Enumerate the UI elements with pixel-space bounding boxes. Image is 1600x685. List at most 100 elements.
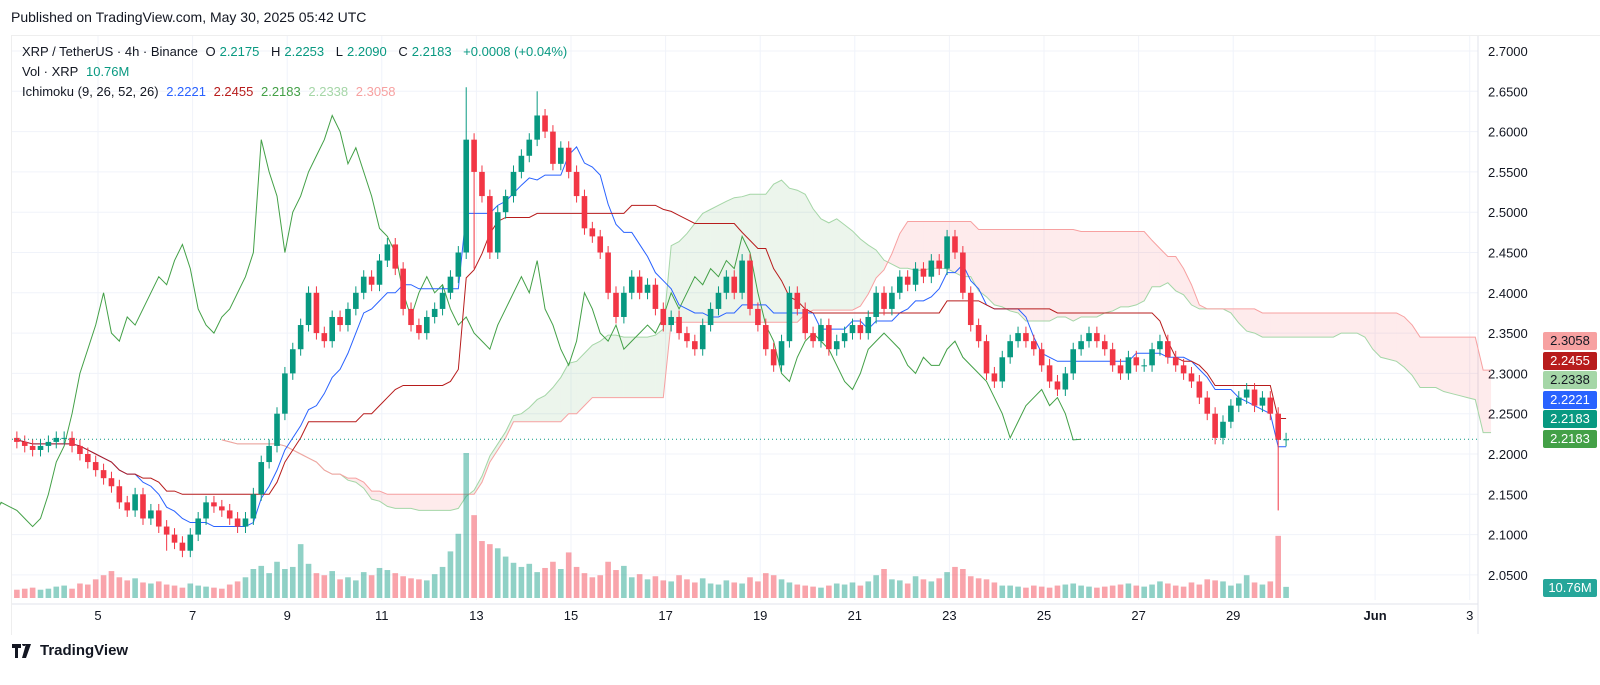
ichimoku-cloud-segment — [970, 221, 979, 291]
volume-bar — [841, 584, 848, 598]
candle-body — [1109, 349, 1116, 366]
volume-bar — [337, 579, 343, 598]
candle-body — [345, 308, 351, 326]
volume-bar — [439, 566, 446, 598]
candle-body — [282, 373, 288, 414]
volume-bar — [321, 575, 328, 598]
symbol-name[interactable]: XRP / TetherUS · 4h · Binance — [22, 44, 198, 59]
ichimoku-cloud-segment — [426, 494, 435, 511]
volume-bar — [857, 585, 864, 598]
candle-body — [849, 325, 856, 334]
ichimoku-cloud-segment — [379, 491, 388, 507]
volume-bar — [983, 579, 990, 598]
candle-body — [692, 341, 698, 350]
ichimoku-cloud-segment — [1136, 231, 1145, 305]
candle-body — [1251, 389, 1258, 406]
volume-bar — [967, 576, 974, 598]
volume-bar — [755, 581, 761, 598]
price-badge: 2.2221 — [1543, 390, 1597, 409]
candle-body — [873, 292, 879, 317]
candle-body — [242, 518, 249, 527]
ichimoku-cloud-segment — [1041, 229, 1050, 322]
volume-bar — [211, 587, 217, 598]
candle-body — [250, 494, 257, 519]
ichimoku-cloud-segment — [876, 250, 885, 278]
volume-bar — [45, 588, 52, 598]
volume-bar — [881, 569, 887, 598]
ichimoku-cloud-segment — [418, 494, 427, 511]
candle-body — [100, 470, 107, 479]
candle-body — [179, 542, 186, 551]
volume-bar — [305, 563, 312, 598]
candle-body — [1054, 381, 1061, 390]
volume-bar — [1259, 584, 1266, 598]
volume-bar — [1007, 585, 1013, 598]
volume-bar — [297, 544, 304, 598]
volume-bar — [219, 588, 225, 598]
candle-body — [534, 115, 540, 140]
candle-body — [944, 236, 950, 269]
ichimoku-cloud-segment — [1270, 312, 1279, 338]
chikou-value: 2.2183 — [260, 84, 301, 99]
volume-bar — [455, 533, 462, 598]
candle-body — [699, 325, 706, 350]
tradingview-logo-icon — [12, 643, 31, 658]
ichimoku-cloud-segment — [1333, 312, 1342, 338]
volume-bar — [1015, 586, 1021, 598]
volume-bar — [1204, 579, 1211, 598]
candle-body — [755, 308, 761, 326]
ichimoku-label[interactable]: Ichimoku (9, 26, 52, 26) — [22, 84, 159, 99]
volume-bar — [171, 585, 178, 598]
volume-label[interactable]: Vol · XRP — [22, 64, 79, 79]
candle-body — [676, 316, 682, 334]
volume-bar — [597, 575, 604, 598]
candle-body — [644, 284, 651, 293]
ichimoku-cloud-segment — [1475, 337, 1484, 433]
candle-body — [794, 292, 801, 309]
ichimoku-cloud-segment — [789, 188, 798, 323]
ichimoku-cloud-segment — [671, 241, 680, 323]
volume-bar — [747, 577, 753, 598]
candle-body — [1259, 397, 1266, 406]
tradingview-logo[interactable]: TradingView — [12, 642, 128, 659]
candle-body — [597, 236, 604, 253]
volume-bar — [187, 583, 194, 598]
candle-body — [881, 292, 887, 309]
volume-bar — [1062, 584, 1069, 598]
candle-body — [739, 260, 745, 293]
volume-bar — [904, 583, 911, 598]
y-tick-label: 2.6500 — [1488, 84, 1528, 99]
volume-bar — [360, 572, 367, 598]
volume-bar — [644, 579, 651, 598]
x-tick-label: 17 — [658, 608, 672, 623]
volume-bar — [384, 570, 391, 598]
candle-body — [936, 260, 943, 269]
ichimoku-row: Ichimoku (9, 26, 52, 26) 2.2221 2.2455 2… — [22, 82, 571, 102]
ichimoku-cloud-segment — [450, 494, 459, 511]
volume-bar — [628, 577, 635, 598]
candle-body — [896, 276, 903, 293]
volume-bar — [266, 573, 272, 598]
volume-bar — [873, 575, 879, 598]
price-badge: 2.2183 — [1543, 430, 1597, 448]
ichimoku-cloud-segment — [986, 229, 995, 305]
candle-body — [565, 147, 572, 172]
chart-frame[interactable] — [11, 35, 1600, 635]
volume-bar — [518, 566, 525, 598]
y-tick-label: 2.1000 — [1488, 528, 1528, 543]
candle-body — [400, 268, 406, 309]
volume-bar — [92, 579, 99, 598]
span-b-value: 2.3058 — [355, 84, 396, 99]
volume-bar — [226, 584, 233, 598]
y-tick-label: 2.3000 — [1488, 366, 1528, 381]
ichimoku-cloud-segment — [623, 337, 632, 398]
ichimoku-cloud-segment — [1010, 229, 1019, 313]
volume-bar — [707, 583, 714, 598]
candle-body — [960, 252, 966, 293]
volume-bar — [786, 582, 793, 598]
volume-bar — [849, 582, 856, 598]
span-a-value: 2.2338 — [308, 84, 349, 99]
ichimoku-cloud-segment — [844, 224, 853, 311]
volume-bar — [368, 575, 375, 598]
